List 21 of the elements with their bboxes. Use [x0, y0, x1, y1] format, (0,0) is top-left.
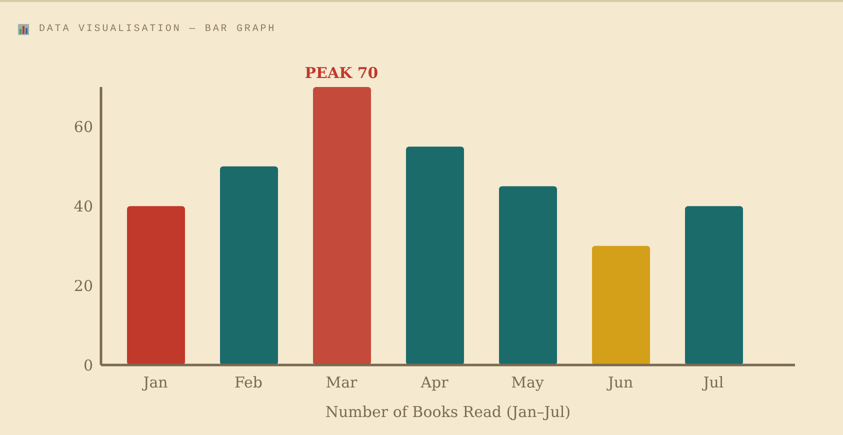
x-tick-label: Apr [420, 374, 450, 392]
bar [127, 206, 185, 365]
bar [220, 166, 278, 365]
x-tick-label: Jul [701, 374, 724, 392]
x-axis-title: Number of Books Read (Jan–Jul) [325, 403, 571, 421]
x-tick-label: Mar [326, 374, 358, 392]
x-tick-label: May [511, 374, 544, 392]
bar [406, 146, 464, 365]
bar [499, 186, 557, 365]
y-tick-label: 40 [74, 197, 93, 216]
chart-title: DATA VISUALISATION — BAR GRAPH [39, 24, 276, 35]
y-tick-label: 20 [74, 276, 93, 295]
bar [685, 206, 743, 365]
y-tick-label: 0 [83, 356, 93, 374]
y-tick-label: 60 [74, 118, 93, 136]
x-tick-label: Feb [234, 374, 263, 392]
x-tick-label: Jun [606, 374, 634, 392]
x-tick-label: Jan [141, 374, 168, 392]
bar [592, 246, 650, 365]
bar [313, 87, 371, 365]
annotation: PEAK 70 [304, 64, 378, 82]
